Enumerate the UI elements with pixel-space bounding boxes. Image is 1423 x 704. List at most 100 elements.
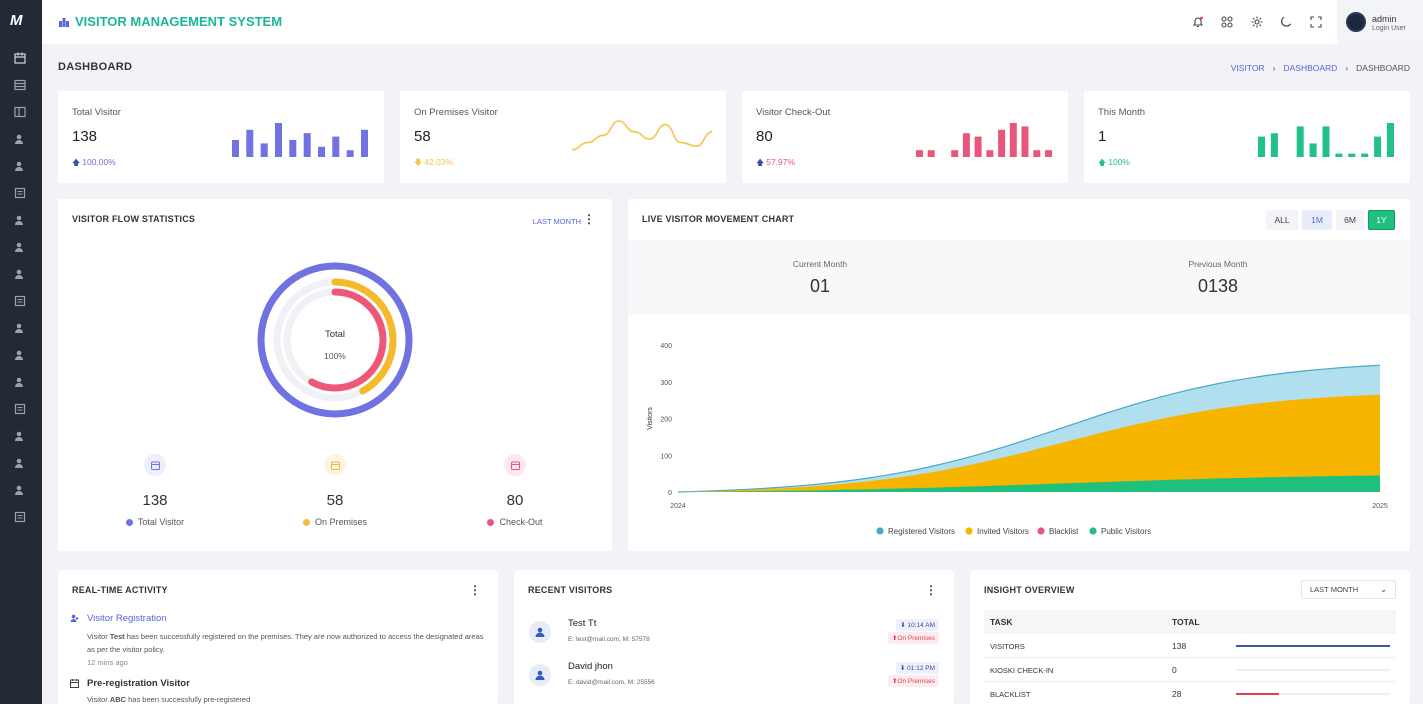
range-button-6m[interactable]: 6M bbox=[1336, 210, 1364, 230]
chart-icon[interactable] bbox=[13, 159, 27, 173]
more-options-icon[interactable]: ⋮ bbox=[583, 212, 595, 226]
book-icon[interactable] bbox=[13, 321, 27, 335]
table-header: TASK TOTAL bbox=[984, 610, 1396, 634]
arrow-up-icon: 🡅 bbox=[1098, 158, 1107, 167]
mail-check-icon[interactable] bbox=[13, 510, 27, 524]
task-cell: VISITORS bbox=[990, 642, 1025, 651]
notification-bell-icon[interactable] bbox=[1190, 14, 1206, 30]
breadcrumb-visitor[interactable]: VISITOR bbox=[1230, 63, 1265, 73]
report-icon[interactable] bbox=[13, 456, 27, 470]
settings-gear-icon[interactable] bbox=[1249, 14, 1265, 30]
legend-item: Public Visitors bbox=[1089, 527, 1151, 536]
ring-on-premises bbox=[273, 278, 397, 402]
sparkline-bar bbox=[951, 150, 959, 157]
range-button-1m[interactable]: 1M bbox=[1302, 210, 1332, 230]
table-icon[interactable] bbox=[13, 186, 27, 200]
previous-month-value: 0138 bbox=[1197, 276, 1239, 296]
arrow-up-icon: 🡅 bbox=[756, 158, 765, 167]
calendar-icon[interactable] bbox=[13, 51, 27, 65]
stat-value: 1 bbox=[1098, 128, 1107, 145]
document-icon[interactable] bbox=[13, 348, 27, 362]
user-menu[interactable]: admin Login User bbox=[1337, 0, 1423, 44]
legend-dot bbox=[487, 518, 495, 526]
legend-item: Invited Visitors bbox=[965, 527, 1029, 536]
list-icon[interactable] bbox=[13, 78, 27, 92]
more-options-icon[interactable]: ⋮ bbox=[469, 583, 481, 597]
progress-fill bbox=[1236, 645, 1390, 647]
users-icon[interactable] bbox=[13, 294, 27, 308]
brand[interactable]: VISITOR MANAGEMENT SYSTEM bbox=[58, 14, 282, 29]
page-title: DASHBOARD bbox=[58, 61, 133, 73]
ring-total-visitor bbox=[257, 262, 413, 418]
files-icon[interactable] bbox=[13, 402, 27, 416]
legend-label: Invited Visitors bbox=[977, 527, 1029, 536]
legend-label: Total Visitor bbox=[137, 517, 185, 527]
stat-delta-value: 42.03% bbox=[424, 157, 454, 167]
sparkline-bar bbox=[1361, 153, 1369, 157]
app-title: VISITOR MANAGEMENT SYSTEM bbox=[75, 14, 283, 29]
visit-time-badge: ⬇ 01:12 PM bbox=[895, 662, 939, 674]
layout-icon[interactable] bbox=[13, 105, 27, 119]
user-plus-icon[interactable] bbox=[13, 429, 27, 443]
breadcrumb-dashboard[interactable]: DASHBOARD bbox=[1283, 63, 1338, 73]
legend-dot bbox=[125, 518, 133, 526]
sparkline-bar bbox=[1009, 123, 1017, 157]
user-icon[interactable] bbox=[13, 132, 27, 146]
activity-title[interactable]: Visitor Registration bbox=[87, 613, 167, 624]
apps-grid-icon[interactable] bbox=[1219, 14, 1235, 30]
user-badge-icon[interactable] bbox=[13, 213, 27, 227]
users-icon bbox=[144, 454, 166, 476]
dark-mode-moon-icon[interactable] bbox=[1278, 14, 1294, 30]
x-tick-label: 2024 bbox=[670, 503, 686, 510]
insight-filter-dropdown[interactable]: LAST MONTH ⌄ bbox=[1301, 580, 1396, 599]
sparkline-bar bbox=[289, 140, 297, 157]
person-icon[interactable] bbox=[13, 267, 27, 281]
legend-dot bbox=[876, 527, 884, 535]
visitor-name[interactable]: Test Tt bbox=[568, 618, 597, 629]
visitor-name[interactable]: David jhon bbox=[568, 661, 613, 672]
table-row: KIOSKI CHECK-IN 0 bbox=[984, 658, 1396, 682]
message-icon[interactable] bbox=[13, 483, 27, 497]
activity-title[interactable]: Pre-registration Visitor bbox=[87, 678, 190, 689]
app-logo[interactable]: M bbox=[10, 12, 22, 29]
chevron-right-icon: › bbox=[1272, 63, 1276, 73]
sparkline-bar bbox=[1033, 150, 1041, 157]
stat-label: Visitor Check-Out bbox=[756, 107, 831, 118]
sparkline-bar bbox=[1270, 133, 1278, 157]
recent-visitors-card: RECENT VISITORS ⋮ Test Tt E: test@mail.co… bbox=[514, 570, 954, 704]
checklist-icon[interactable] bbox=[13, 375, 27, 389]
stat-card: On Premises Visitor 58 🡇 42.03% bbox=[400, 91, 726, 183]
live-movement-card: LIVE VISITOR MOVEMENT CHART Current Mont… bbox=[628, 199, 1410, 551]
legend-item: Blacklist bbox=[1037, 527, 1079, 536]
task-cell: BLACKLIST bbox=[990, 690, 1031, 699]
stat-label: On Premises Visitor bbox=[414, 107, 498, 118]
avatar bbox=[1346, 12, 1366, 32]
status-text: On Premises bbox=[897, 635, 935, 642]
stat-label: Total Visitor bbox=[72, 107, 121, 118]
flow-value: 138 bbox=[142, 492, 168, 509]
range-button-1y[interactable]: 1Y bbox=[1368, 210, 1395, 230]
calendar-clock-icon bbox=[504, 454, 526, 476]
range-button-all[interactable]: ALL bbox=[1266, 210, 1298, 230]
stat-card: This Month 1 🡅 100% bbox=[1084, 91, 1410, 183]
building-icon bbox=[59, 17, 69, 27]
arrow-down-icon: 🡇 bbox=[414, 158, 423, 167]
activity-text: Visitor Test has been successfully regis… bbox=[87, 632, 484, 654]
stat-card: Visitor Check-Out 80 🡅 57.97% bbox=[742, 91, 1068, 183]
legend-label: Public Visitors bbox=[1101, 527, 1151, 536]
calendar-list-icon bbox=[70, 679, 79, 688]
stat-delta-value: 100% bbox=[1108, 157, 1130, 167]
fullscreen-icon[interactable] bbox=[1308, 14, 1324, 30]
chat-icon[interactable] bbox=[13, 240, 27, 254]
activity-time: 12 mins ago bbox=[87, 658, 128, 667]
sparkline-bar bbox=[974, 136, 982, 157]
more-options-icon[interactable]: ⋮ bbox=[925, 583, 937, 597]
stat-delta: 🡅 100.00% bbox=[72, 157, 116, 171]
activity-card: REAL-TIME ACTIVITY ⋮ Visitor Registratio… bbox=[58, 570, 498, 704]
flow-filter-dropdown[interactable]: LAST MONTH bbox=[532, 217, 581, 226]
sparkline-bar bbox=[332, 136, 340, 157]
sparkline-bar bbox=[1258, 136, 1265, 157]
sparkline-bar bbox=[1335, 153, 1343, 157]
arrow-down-icon: ⬇ bbox=[900, 622, 908, 629]
legend-label: On Premises bbox=[314, 517, 367, 527]
